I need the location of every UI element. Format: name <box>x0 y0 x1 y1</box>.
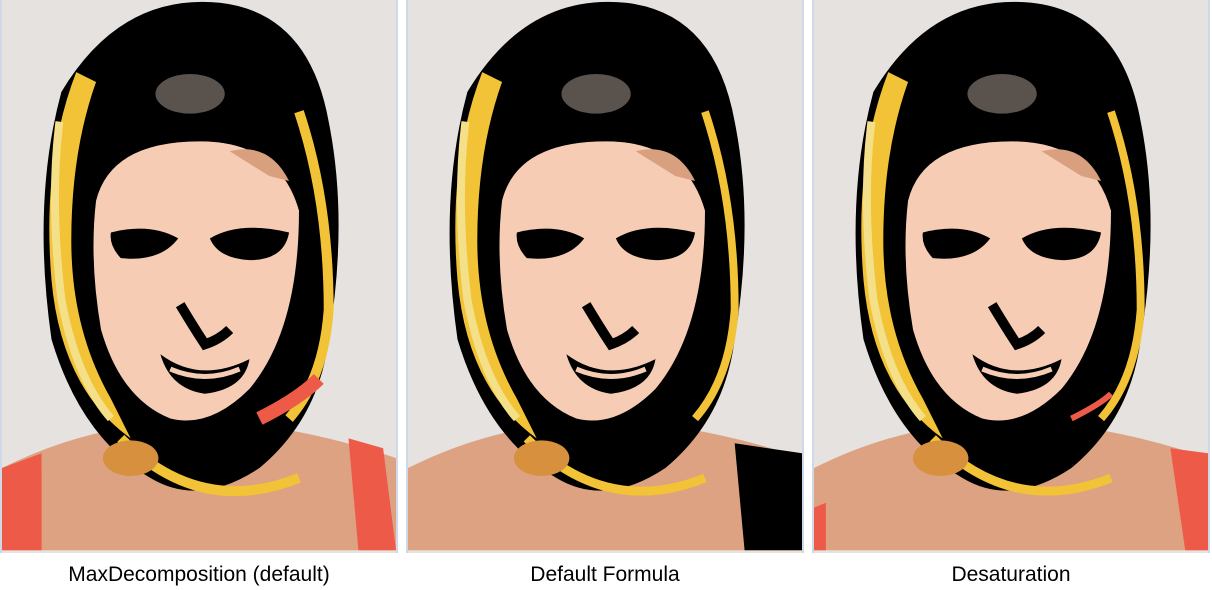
caption: MaxDecomposition (default) <box>68 563 330 586</box>
posterized-portrait-image <box>814 1 1208 551</box>
posterized-portrait-image <box>2 1 396 551</box>
panel-default-formula: Default Formula <box>406 0 804 590</box>
panel-desaturation: Desaturation <box>812 0 1210 590</box>
panel-maxdecomposition: MaxDecomposition (default) <box>0 0 398 590</box>
caption: Desaturation <box>951 563 1071 586</box>
caption: Default Formula <box>530 563 680 586</box>
image-frame <box>812 0 1210 553</box>
image-frame <box>406 0 804 553</box>
image-frame <box>0 0 398 553</box>
posterized-portrait-image <box>408 1 802 551</box>
